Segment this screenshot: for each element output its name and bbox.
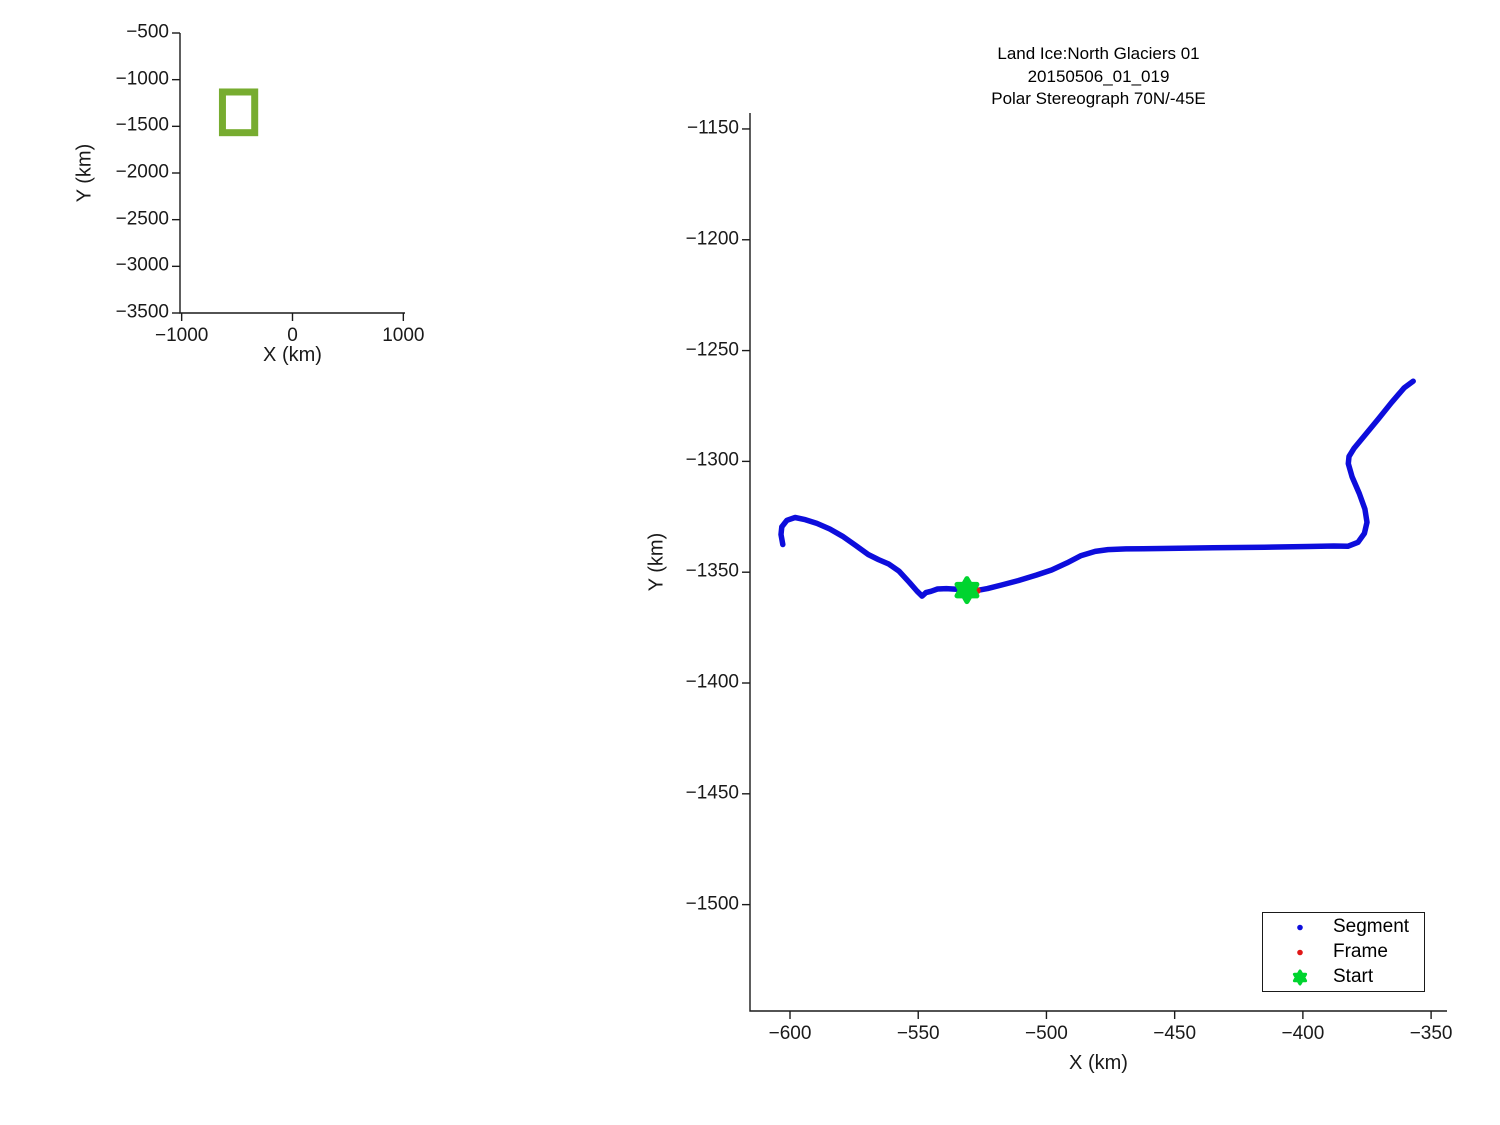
main-ytick-label: −1350 xyxy=(685,560,739,582)
overview-xaxis-label: X (km) xyxy=(263,344,322,366)
main-xtick-label: −500 xyxy=(1025,1023,1068,1044)
overview-ytick-label: −500 xyxy=(126,21,169,43)
overview-ytick-label: −1000 xyxy=(115,68,169,90)
main-ytick-label: −1500 xyxy=(685,893,739,915)
main-xtick-label: −600 xyxy=(768,1023,812,1044)
overview-ytick-label: −1500 xyxy=(115,114,169,136)
overview-ytick-label: −2500 xyxy=(115,208,169,230)
title-line-flight-id: 20150506_01_019 xyxy=(1027,66,1170,86)
start-hexagram-icon xyxy=(1292,969,1308,985)
overview-ytick-label: −3000 xyxy=(115,254,169,276)
chart-title: Land Ice:North Glaciers 01 20150506_01_0… xyxy=(750,43,1447,111)
frame-dot-icon xyxy=(1297,949,1303,955)
legend-label: Frame xyxy=(1333,941,1388,962)
main-ytick-label: −1250 xyxy=(685,339,739,361)
main-ytick-label: −1300 xyxy=(685,449,739,471)
main-ytick-label: −1450 xyxy=(685,782,739,804)
legend: Segment Frame Start xyxy=(1262,912,1425,992)
start-marker xyxy=(954,576,980,605)
main-xtick-label: −550 xyxy=(896,1023,940,1044)
segment-track xyxy=(778,378,1416,599)
main-xaxis-label: X (km) xyxy=(1069,1052,1128,1074)
legend-dot xyxy=(1297,924,1303,930)
legend-label: Segment xyxy=(1333,916,1410,937)
overview-xtick-label: 0 xyxy=(287,325,298,346)
legend-item-start: Start xyxy=(1263,965,1424,990)
main-ytick-label: −1200 xyxy=(685,228,739,250)
overview-ytick-label: −2000 xyxy=(115,161,169,183)
legend-dot xyxy=(1297,949,1303,955)
title-line-projection: Polar Stereograph 70N/-45E xyxy=(991,89,1206,108)
map-region-box xyxy=(218,88,259,137)
segment-dot-icon xyxy=(1297,924,1303,930)
legend-item-segment: Segment xyxy=(1263,915,1424,940)
main-ytick-label: −1150 xyxy=(687,117,739,139)
legend-hexagram xyxy=(1292,969,1308,985)
overview-xtick-label: −1000 xyxy=(154,325,209,346)
main-xtick-label: −350 xyxy=(1409,1023,1453,1044)
main-xtick-label: −450 xyxy=(1153,1023,1197,1044)
overview-xtick-label: 1000 xyxy=(382,325,425,346)
title-line-campaign: Land Ice:North Glaciers 01 xyxy=(997,44,1200,63)
main-ytick-label: −1400 xyxy=(685,671,739,693)
overview-axes-spines xyxy=(179,33,405,314)
legend-item-frame: Frame xyxy=(1263,940,1424,965)
overview-ytick-label: −3500 xyxy=(115,301,169,323)
main-axes-spines xyxy=(749,113,1447,1012)
main-xtick-label: −400 xyxy=(1281,1023,1325,1044)
legend-label: Start xyxy=(1333,966,1374,987)
